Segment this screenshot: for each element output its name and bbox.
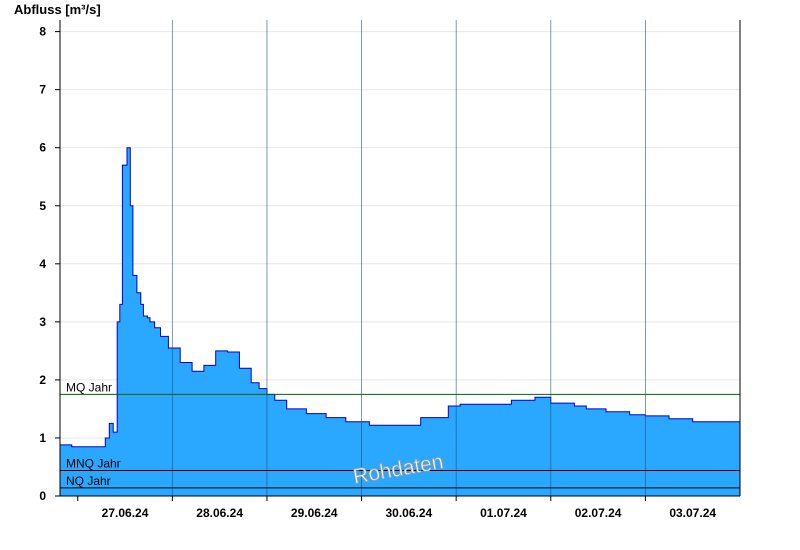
y-tick-label: 0 [39, 489, 46, 503]
discharge-area [60, 147, 740, 496]
y-tick-label: 1 [39, 431, 46, 445]
x-tick-label: 29.06.24 [291, 506, 338, 520]
y-tick-label: 6 [39, 141, 46, 155]
discharge-line [60, 147, 740, 448]
x-tick-label: 01.07.24 [480, 506, 527, 520]
y-tick-label: 7 [39, 83, 46, 97]
x-ticks: 27.06.24 28.06.24 29.06.24 30.06.24 01.07.24… [77, 496, 716, 520]
y-tick-label: 8 [39, 25, 46, 39]
reference-line-label: MNQ Jahr [66, 456, 121, 470]
x-tick-label: 28.06.24 [196, 506, 243, 520]
day-lines [171, 20, 646, 496]
series-layer [60, 147, 740, 496]
x-tick-label: 03.07.24 [669, 506, 716, 520]
y-tick-label: 4 [39, 257, 46, 271]
reference-line-label: NQ Jahr [66, 474, 111, 488]
reference-lines: MQ Jahr MNQ Jahr NQ Jahr [60, 380, 740, 489]
y-tick-label: 5 [39, 199, 46, 213]
y-ticks: 0 1 2 3 4 5 6 7 8 [39, 25, 60, 503]
x-tick-label: 27.06.24 [102, 506, 149, 520]
y-tick-label: 3 [39, 315, 46, 329]
axes [59, 20, 741, 497]
x-tick-label: 30.06.24 [386, 506, 433, 520]
y-tick-label: 2 [39, 373, 46, 387]
x-tick-label: 02.07.24 [575, 506, 622, 520]
y-axis-label: Abfluss [m³/s] [14, 2, 101, 17]
reference-line-label: MQ Jahr [66, 380, 112, 394]
